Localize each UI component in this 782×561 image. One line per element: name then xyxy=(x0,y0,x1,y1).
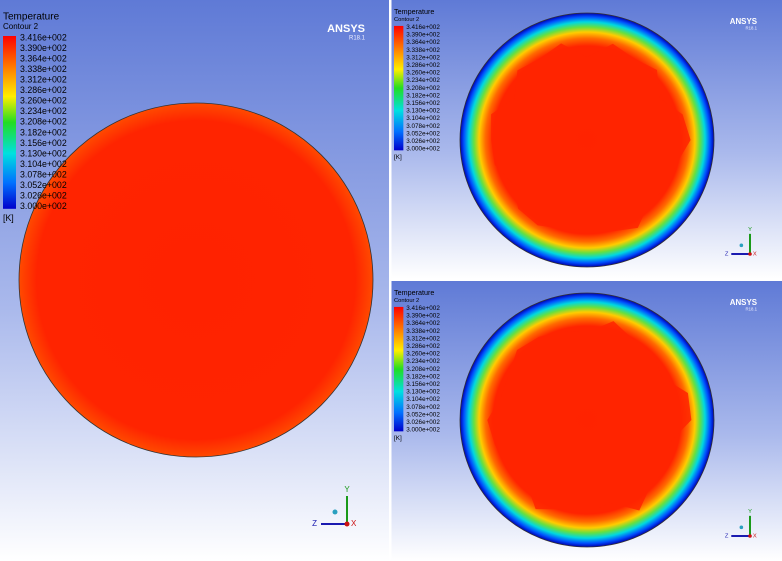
logo: ANSYS xyxy=(730,17,757,26)
legend-label: 3.000e+002 xyxy=(20,201,67,211)
version: R18.1 xyxy=(745,26,757,31)
legend-title: Temperature xyxy=(3,12,60,23)
axis-marker xyxy=(332,509,338,515)
legend-label: 3.130e+002 xyxy=(20,148,67,158)
axis-marker xyxy=(739,243,744,248)
axis-marker xyxy=(739,525,744,530)
legend-label: 3.052e+002 xyxy=(406,130,440,137)
legend-label: 3.156e+002 xyxy=(406,381,440,388)
axis-z-label: Z xyxy=(312,519,317,528)
legend-label: 3.286e+002 xyxy=(406,62,440,69)
axis-z-label: Z xyxy=(725,534,729,540)
color-bar xyxy=(394,25,404,151)
legend-label: 3.416e+002 xyxy=(406,24,440,31)
legend-label: 3.078e+002 xyxy=(20,169,67,179)
legend-label: 3.234e+002 xyxy=(406,77,440,84)
axis-origin xyxy=(748,534,752,538)
legend-title: Temperature xyxy=(394,7,434,16)
legend-label: 3.390e+002 xyxy=(406,313,440,320)
axis-x-label: X xyxy=(753,534,757,540)
legend-label: 3.338e+002 xyxy=(406,47,440,54)
legend-label: 3.286e+002 xyxy=(20,85,67,95)
legend-label: 3.208e+002 xyxy=(20,117,67,127)
legend-label: 3.104e+002 xyxy=(406,115,440,122)
legend-label: 3.364e+002 xyxy=(406,39,440,46)
contour xyxy=(18,102,374,458)
legend-label: 3.364e+002 xyxy=(20,53,67,63)
legend-label: 3.026e+002 xyxy=(406,419,440,426)
legend-label: 3.234e+002 xyxy=(406,358,440,365)
legend-label: 3.416e+002 xyxy=(406,305,440,312)
logo: ANSYS xyxy=(730,298,757,307)
legend-label: 3.312e+002 xyxy=(406,335,440,342)
legend-label: 3.260e+002 xyxy=(406,351,440,358)
legend-unit: [K] xyxy=(3,213,14,223)
axis-y-label: Y xyxy=(748,509,752,515)
legend-label: 3.052e+002 xyxy=(20,180,67,190)
legend-title: Temperature xyxy=(394,288,434,297)
legend-label: 3.026e+002 xyxy=(406,138,440,145)
axis-y-label: Y xyxy=(748,227,752,233)
legend-label: 3.000e+002 xyxy=(406,427,440,434)
legend-label: 3.000e+002 xyxy=(406,146,440,153)
legend-label: 3.234e+002 xyxy=(20,106,67,116)
legend-label: 3.156e+002 xyxy=(20,138,67,148)
legend-label: 3.130e+002 xyxy=(406,389,440,396)
legend-label: 3.182e+002 xyxy=(20,127,67,137)
legend-label: 3.338e+002 xyxy=(406,328,440,335)
legend-label: 3.260e+002 xyxy=(406,70,440,77)
axis-x-label: X xyxy=(753,252,757,258)
hot-region xyxy=(487,321,692,515)
legend-label: 3.078e+002 xyxy=(406,404,440,411)
legend-label: 3.182e+002 xyxy=(406,92,440,99)
legend-unit: [K] xyxy=(394,154,402,161)
version: R18.1 xyxy=(349,36,366,42)
hot-region xyxy=(491,43,691,232)
legend-label: 3.364e+002 xyxy=(406,320,440,327)
axis-origin xyxy=(748,252,752,256)
legend-label: 3.312e+002 xyxy=(406,54,440,61)
legend-label: 3.104e+002 xyxy=(406,396,440,403)
legend-label: 3.104e+002 xyxy=(20,159,67,169)
legend-label: 3.286e+002 xyxy=(406,343,440,350)
legend-label: 3.260e+002 xyxy=(20,96,67,106)
legend-label: 3.052e+002 xyxy=(406,411,440,418)
legend-label: 3.338e+002 xyxy=(20,64,67,74)
axis-x-label: X xyxy=(351,519,357,528)
legend-label: 3.156e+002 xyxy=(406,100,440,107)
legend-label: 3.208e+002 xyxy=(406,366,440,373)
legend-label: 3.312e+002 xyxy=(20,75,67,85)
logo: ANSYS xyxy=(327,23,365,35)
axis-y-label: Y xyxy=(344,485,350,494)
legend-subtitle: Contour 2 xyxy=(394,298,419,304)
legend-label: 3.416e+002 xyxy=(20,32,67,42)
version: R18.1 xyxy=(745,307,757,312)
legend-label: 3.078e+002 xyxy=(406,123,440,130)
color-bar xyxy=(3,36,16,209)
legend-label: 3.026e+002 xyxy=(20,191,67,201)
axis-z-label: Z xyxy=(725,252,729,258)
legend-subtitle: Contour 2 xyxy=(3,22,39,31)
legend-label: 3.208e+002 xyxy=(406,85,440,92)
axis-origin xyxy=(344,521,350,527)
color-bar xyxy=(394,306,404,432)
legend-label: 3.182e+002 xyxy=(406,373,440,380)
legend-unit: [K] xyxy=(394,435,402,442)
legend-label: 3.390e+002 xyxy=(20,43,67,53)
legend-subtitle: Contour 2 xyxy=(394,17,419,23)
legend-label: 3.130e+002 xyxy=(406,108,440,115)
legend-label: 3.390e+002 xyxy=(406,32,440,39)
